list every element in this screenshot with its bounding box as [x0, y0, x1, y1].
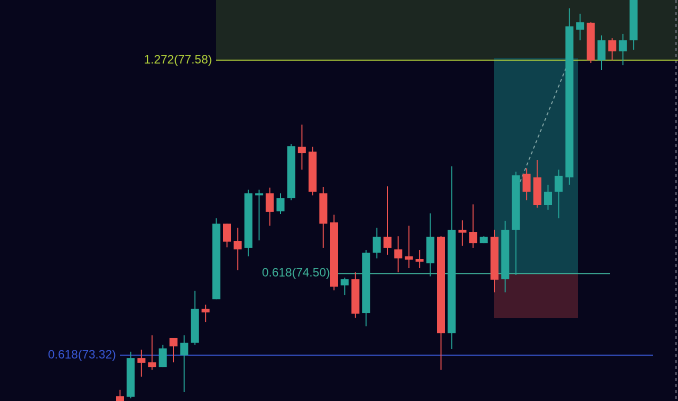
candle-body — [244, 193, 253, 248]
candle-body — [255, 193, 264, 196]
candle-body — [383, 236, 392, 248]
candle-body — [223, 223, 231, 242]
candle-body — [330, 222, 338, 287]
candle-body — [501, 229, 510, 280]
candle-body — [137, 358, 146, 363]
candle-body — [362, 252, 371, 314]
candle-body — [629, 0, 638, 41]
candle-body — [511, 175, 520, 230]
candle-body — [287, 146, 296, 199]
candle-body — [554, 175, 563, 192]
candle-body — [597, 40, 606, 61]
candle-body — [458, 229, 467, 233]
candle-body — [394, 249, 403, 259]
candle-body — [265, 193, 274, 212]
candle-body — [608, 40, 617, 52]
candle-body — [576, 22, 585, 30]
candle-body — [319, 193, 328, 224]
projection-line — [519, 67, 567, 183]
candle-body — [544, 191, 552, 206]
candle-body — [437, 236, 445, 334]
candle-body — [404, 256, 413, 260]
level-label: 0.618(73.32) — [48, 347, 116, 361]
candle-body — [372, 236, 381, 253]
candle-body — [426, 236, 435, 264]
candle-body — [201, 308, 210, 313]
candle-body — [351, 279, 360, 314]
candle-body — [169, 337, 178, 347]
candle-body — [586, 22, 595, 61]
candle-body — [276, 198, 285, 212]
level-label: 1.272(77.58) — [144, 52, 212, 66]
candle-body — [618, 40, 627, 52]
candle-body — [190, 308, 199, 343]
loss-zone — [494, 274, 578, 318]
candle-body — [490, 236, 499, 280]
candle-body — [308, 151, 317, 192]
level-label: 0.618(74.50) — [262, 266, 330, 280]
candle-body — [233, 241, 242, 250]
candle-body — [479, 236, 488, 244]
candle-body — [212, 223, 221, 300]
candle-body — [533, 177, 542, 206]
candle-body — [126, 358, 135, 397]
candle-body — [180, 342, 189, 356]
candle-body — [158, 348, 167, 368]
candle-body — [148, 362, 157, 368]
candle-body — [522, 173, 531, 192]
candle-body — [116, 396, 124, 401]
candle-body — [297, 146, 306, 154]
candle-body — [447, 229, 456, 334]
candle-body — [415, 259, 424, 262]
candle-body — [469, 232, 478, 244]
candle-body — [565, 26, 574, 178]
candle-body — [340, 279, 349, 286]
